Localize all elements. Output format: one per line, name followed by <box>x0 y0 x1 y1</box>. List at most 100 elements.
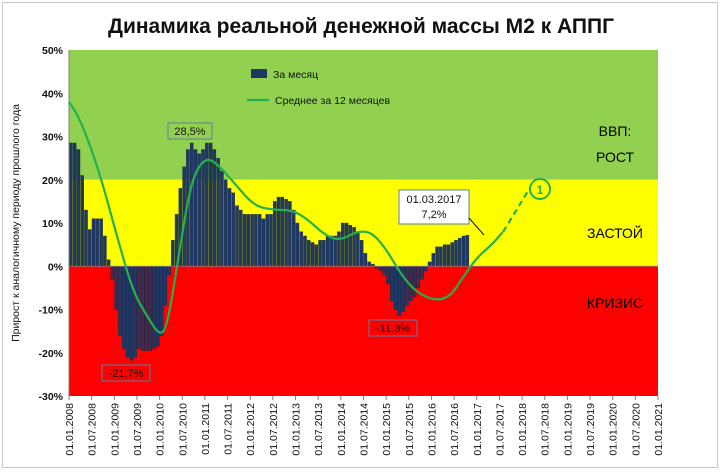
annotation-trough-2009: -21,7% <box>109 368 144 380</box>
x-tick-label: 01.01.2017 <box>472 403 484 456</box>
bar-month-96 <box>431 253 436 267</box>
x-tick-label: 01.01.2019 <box>562 403 574 456</box>
bar-month-86 <box>393 266 398 310</box>
bar-month-62 <box>303 235 307 267</box>
bar-month-42 <box>227 188 232 267</box>
forecast-marker-circle <box>529 178 551 200</box>
bar-month-64 <box>310 242 315 267</box>
bar-month-49 <box>254 214 258 267</box>
x-tick-label: 01.07.2017 <box>494 403 506 456</box>
legend: За месяц Среднее за 12 месяцев <box>247 69 390 107</box>
annotation-latest-value: 7,2% <box>421 209 446 221</box>
bar-month-39 <box>216 157 220 267</box>
zone-label-growth-2: РОСТ <box>596 149 635 165</box>
x-tick-label: 01.07.2020 <box>630 403 642 456</box>
x-tick-label: 01.07.2016 <box>449 403 461 456</box>
m2-dynamics-chart: Динамика реальной денежной массы М2 к АП… <box>10 15 665 456</box>
bar-month-25 <box>163 266 168 306</box>
bar-month-83 <box>382 266 387 276</box>
bar-month-70 <box>333 235 337 267</box>
x-tick-label: 01.07.2018 <box>540 403 552 456</box>
bar-month-100 <box>446 244 451 267</box>
bar-month-44 <box>235 205 239 267</box>
bar-month-97 <box>435 246 439 267</box>
bar-month-48 <box>250 214 254 267</box>
x-tick-label: 01.01.2016 <box>426 403 438 456</box>
bar-month-85 <box>390 266 394 301</box>
annotation-box-trough-2009 <box>101 364 151 382</box>
bar-month-56 <box>280 196 285 267</box>
bar-month-79 <box>367 261 371 267</box>
y-tick-label: 0% <box>48 261 64 273</box>
bar-month-0 <box>69 142 73 267</box>
x-tick-label: 01.01.2018 <box>517 403 529 456</box>
bar-month-41 <box>223 179 228 267</box>
bar-month-76 <box>356 231 360 267</box>
bar-month-60 <box>295 222 300 267</box>
annotation-box-peak <box>167 122 213 140</box>
bar-month-99 <box>442 244 447 267</box>
bar-month-92 <box>416 266 420 289</box>
y-tick-label: 40% <box>42 88 64 100</box>
bar-month-11 <box>110 266 115 280</box>
annotation-box-latest <box>398 189 470 225</box>
bar-month-2 <box>76 149 81 267</box>
bar-month-94 <box>424 266 428 271</box>
bar-month-68 <box>325 235 330 267</box>
bar-month-93 <box>420 266 424 280</box>
bar-month-15 <box>125 266 130 358</box>
bar-month-22 <box>152 266 156 349</box>
bar-month-14 <box>122 266 126 349</box>
x-tick-label: 01.01.2015 <box>381 403 393 456</box>
bar-month-6 <box>91 218 96 267</box>
bar-month-82 <box>378 266 383 271</box>
zone-band-2 <box>69 266 658 396</box>
x-tick-label: 01.01.2012 <box>245 403 257 456</box>
bar-month-65 <box>314 244 319 267</box>
bar-month-77 <box>359 240 364 267</box>
bar-month-67 <box>322 240 326 267</box>
bar-month-55 <box>276 196 281 267</box>
bar-month-61 <box>299 231 303 267</box>
zone-band-1 <box>69 179 658 267</box>
zone-band-0 <box>69 50 658 180</box>
x-tick-label: 01.07.2019 <box>585 403 597 456</box>
bar-month-10 <box>106 259 111 267</box>
bar-month-59 <box>291 209 296 267</box>
bar-month-73 <box>344 222 349 267</box>
zone-label-growth-1: ВВП: <box>599 123 632 139</box>
bar-month-45 <box>239 209 243 267</box>
bar-month-4 <box>84 209 88 267</box>
bar-month-27 <box>171 240 175 267</box>
annotations: 28,5% -21,7% -11,3% 01.03.2017 7,2% 1 <box>101 122 551 382</box>
y-axis-title: Прирост к аналогичному периоду прошлого … <box>10 104 22 342</box>
bar-month-23 <box>155 266 160 347</box>
bar-month-46 <box>242 214 247 267</box>
series-line-forecast <box>502 187 531 233</box>
zone-label-stagnation: ЗАСТОЙ <box>587 224 643 241</box>
x-tick-label: 01.01.2020 <box>608 403 620 456</box>
x-tick-label: 01.07.2014 <box>359 403 371 456</box>
bar-month-8 <box>99 218 103 267</box>
bar-month-17 <box>133 266 137 358</box>
zones-layer <box>69 50 658 396</box>
bar-month-7 <box>95 218 100 267</box>
zone-label-crisis: КРИЗИС <box>587 295 643 311</box>
y-tick-label: 20% <box>42 175 64 187</box>
bar-month-38 <box>212 149 217 267</box>
bar-month-54 <box>273 201 277 267</box>
bar-month-24 <box>159 266 164 336</box>
bar-month-98 <box>439 246 443 267</box>
y-tick-label: 50% <box>42 45 64 57</box>
bar-month-20 <box>144 266 149 351</box>
bar-month-40 <box>220 170 224 267</box>
bar-month-91 <box>412 266 417 297</box>
x-tick-label: 01.01.2013 <box>291 403 303 456</box>
legend-label-line: Среднее за 12 месяцев <box>275 95 390 107</box>
legend-label-bars: За месяц <box>273 69 318 81</box>
bar-month-52 <box>265 214 269 267</box>
bar-month-21 <box>148 266 152 351</box>
x-tick-label: 01.01.2009 <box>109 403 121 456</box>
annotation-latest-pointer <box>468 217 485 236</box>
